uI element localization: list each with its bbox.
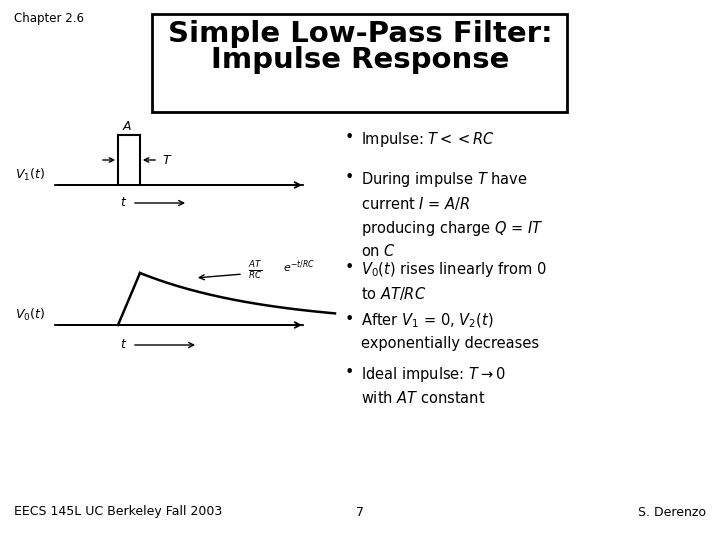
Text: $V_0(t)$: $V_0(t)$ <box>15 307 45 323</box>
Text: Ideal impulse: $T \rightarrow 0$
with $AT$ constant: Ideal impulse: $T \rightarrow 0$ with $A… <box>361 365 505 406</box>
Text: t: t <box>120 339 125 352</box>
Text: •: • <box>345 170 354 185</box>
Text: Chapter 2.6: Chapter 2.6 <box>14 12 84 25</box>
Text: $V_1(t)$: $V_1(t)$ <box>15 167 45 183</box>
Text: •: • <box>345 130 354 145</box>
Text: S. Derenzo: S. Derenzo <box>638 505 706 518</box>
Text: EECS 145L UC Berkeley Fall 2003: EECS 145L UC Berkeley Fall 2003 <box>14 505 222 518</box>
Text: Impulse: $T << RC$: Impulse: $T << RC$ <box>361 130 495 149</box>
Text: T: T <box>162 153 170 166</box>
Text: Impulse Response: Impulse Response <box>211 46 509 74</box>
Text: A: A <box>122 120 131 133</box>
Text: $e^{-t/RC}$: $e^{-t/RC}$ <box>283 259 315 275</box>
Text: 7: 7 <box>356 505 364 518</box>
Text: •: • <box>345 365 354 380</box>
Text: •: • <box>345 260 354 275</box>
Text: During impulse $T$ have
current $I$ = $A/R$
producing charge $Q$ = $IT$
on $C$: During impulse $T$ have current $I$ = $A… <box>361 170 544 259</box>
FancyBboxPatch shape <box>152 14 567 112</box>
Text: $\frac{AT}{RC}$: $\frac{AT}{RC}$ <box>248 259 262 281</box>
Text: Simple Low-Pass Filter:: Simple Low-Pass Filter: <box>168 20 552 48</box>
Text: t: t <box>120 197 125 210</box>
Text: After $V_1$ = 0, $V_2(t)$
exponentially decreases: After $V_1$ = 0, $V_2(t)$ exponentially … <box>361 312 539 351</box>
Text: $V_0(t)$ rises linearly from 0
to $AT/RC$: $V_0(t)$ rises linearly from 0 to $AT/RC… <box>361 260 547 302</box>
Text: •: • <box>345 312 354 327</box>
